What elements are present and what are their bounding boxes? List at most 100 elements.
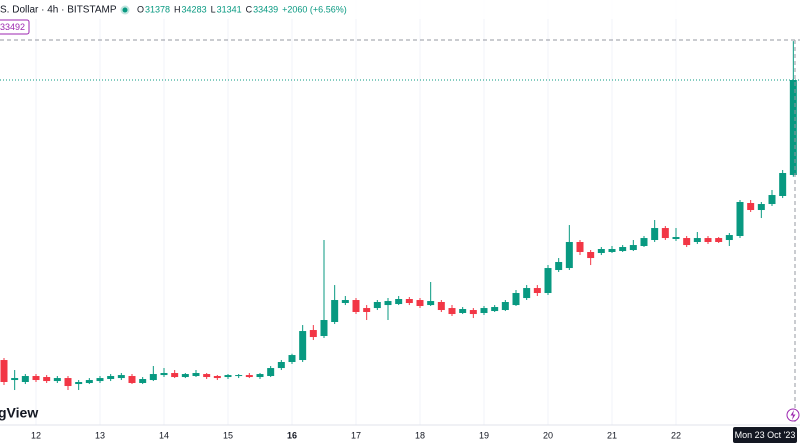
x-tick-label: 15 — [223, 430, 233, 440]
candle-body — [181, 374, 189, 378]
candle-body — [107, 376, 115, 380]
ohlc-label: H — [174, 4, 181, 14]
candle-body — [491, 307, 499, 312]
ohlc-value: 33439 — [253, 4, 278, 14]
candle-body — [11, 378, 19, 381]
candle-body — [341, 300, 349, 304]
candle-body — [309, 330, 317, 338]
status-dot — [122, 7, 128, 13]
candle-body — [619, 247, 627, 252]
candle-body — [587, 251, 595, 259]
candles — [0, 41, 797, 391]
candle-body — [789, 80, 797, 175]
candle-body — [75, 382, 83, 385]
ohlc-legend: O 31378 H 34283 L 31341 C 33439 — [137, 4, 278, 14]
events-icon-bolt — [790, 410, 796, 420]
candle-body — [640, 238, 648, 247]
candle-body — [608, 248, 616, 252]
candle-body — [405, 299, 413, 304]
x-tick-label: 13 — [95, 430, 105, 440]
candle-body — [331, 300, 339, 322]
candle-body — [469, 310, 477, 315]
candle-body — [757, 204, 765, 211]
candle-body — [459, 309, 467, 314]
candle-body — [277, 362, 285, 369]
candle-body — [128, 376, 136, 384]
ohlc-value: 34283 — [182, 4, 207, 14]
x-tick-label: 22 — [671, 430, 681, 440]
candle-body — [576, 241, 584, 252]
header-bg — [0, 0, 800, 19]
candle-body — [597, 248, 605, 254]
ohlc-label: C — [246, 4, 253, 14]
candle-body — [192, 373, 200, 377]
candle-body — [427, 301, 435, 306]
ohlc-label: L — [211, 4, 216, 14]
price-tag-box — [0, 19, 30, 35]
candle-body — [224, 375, 232, 378]
candle-body — [448, 308, 456, 315]
candle-body — [779, 173, 787, 197]
candle-body — [715, 238, 723, 242]
candle-body — [651, 228, 659, 241]
crosshair-label: Mon 23 Oct '23 — [735, 430, 796, 440]
candle-body — [768, 195, 776, 205]
candle-body — [203, 374, 211, 378]
x-tick-label: 17 — [351, 430, 361, 440]
candle-body — [373, 301, 381, 309]
candle-body — [149, 374, 157, 381]
candle-body — [512, 293, 520, 306]
candle-body — [139, 379, 147, 384]
candle-body — [43, 377, 51, 382]
grid — [35, 0, 677, 425]
candle-body — [416, 300, 424, 307]
candle-body — [0, 360, 8, 383]
candle-body — [32, 376, 40, 381]
x-tick-label: 18 — [415, 430, 425, 440]
candle-body — [320, 320, 328, 337]
candle-body — [160, 373, 168, 376]
candle-body — [480, 308, 488, 314]
time-axis: 12 13 14 15 16 17 18 19 20 21 22 — [31, 430, 681, 440]
symbol-title: S. Dollar · 4h · BITSTAMP — [0, 5, 117, 16]
x-tick-label: 19 — [479, 430, 489, 440]
candle-body — [501, 301, 509, 311]
candle-body — [395, 299, 403, 305]
ohlc-value: 31378 — [145, 4, 170, 14]
candle-body — [629, 245, 637, 251]
candle-body — [64, 378, 72, 387]
x-tick-label: 16 — [287, 430, 297, 440]
ohlc-label: O — [137, 4, 144, 14]
candle-body — [363, 308, 371, 312]
candle-body — [21, 376, 29, 383]
candle-body — [171, 373, 179, 378]
candle-body — [565, 241, 573, 269]
candle-body — [672, 237, 680, 239]
candle-body — [533, 288, 541, 294]
candle-body — [384, 301, 392, 306]
candle-body — [267, 368, 275, 377]
candle-body — [704, 238, 712, 242]
x-tick-label: 12 — [31, 430, 41, 440]
candle-body — [235, 375, 243, 377]
candle-body — [53, 378, 61, 382]
candle-body — [288, 355, 296, 363]
candle-body — [117, 375, 125, 379]
watermark: gView — [0, 405, 38, 421]
candle-body — [256, 374, 264, 378]
ohlc-value: 31341 — [217, 4, 242, 14]
crosshair-label-box — [733, 427, 797, 443]
candle-body — [213, 376, 221, 379]
candle-body — [85, 380, 93, 384]
candle-body — [555, 261, 563, 271]
x-tick-label: 20 — [543, 430, 553, 440]
candle-body — [693, 238, 701, 242]
price-change: +2060 (+6.56%) — [282, 4, 347, 14]
candle-body — [661, 228, 669, 239]
price-tag: 33492 — [0, 22, 25, 32]
candle-body — [299, 331, 307, 361]
candle-body — [683, 238, 691, 246]
x-tick-label: 21 — [607, 430, 617, 440]
candle-body — [437, 301, 445, 311]
